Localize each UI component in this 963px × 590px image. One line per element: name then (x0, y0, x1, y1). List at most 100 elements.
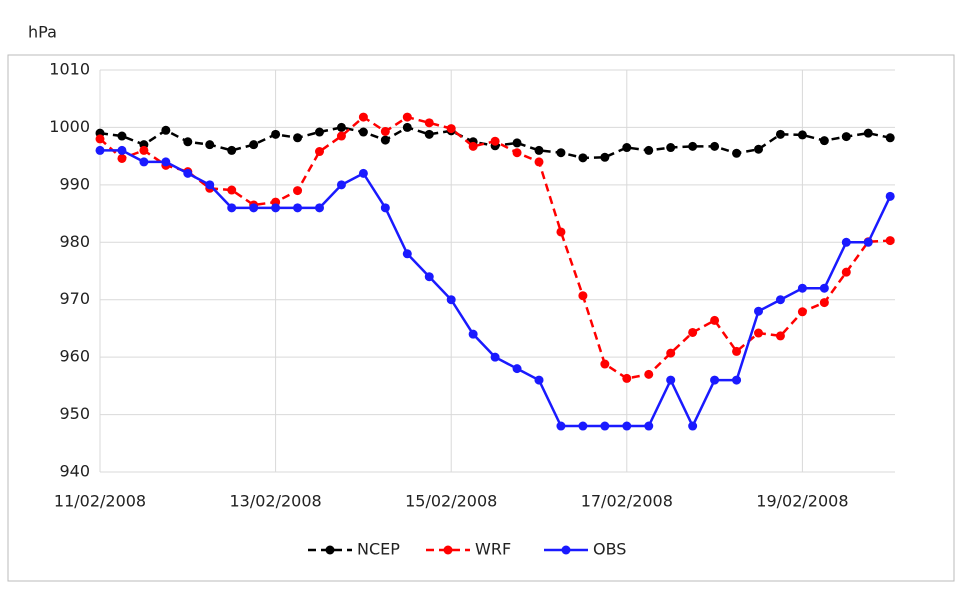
data-point (556, 227, 566, 237)
y-tick-label: 1000 (49, 117, 90, 136)
legend-label: OBS (593, 540, 626, 559)
data-point (139, 157, 149, 167)
data-point (644, 145, 654, 155)
data-point (754, 328, 763, 338)
data-point (183, 168, 193, 178)
data-point (666, 348, 676, 358)
data-point (622, 421, 632, 431)
y-tick-label: 1010 (49, 60, 90, 79)
data-point (578, 153, 588, 163)
data-point (775, 129, 785, 139)
data-point (490, 352, 500, 362)
data-point (688, 421, 698, 431)
data-point (578, 291, 588, 301)
data-point (512, 138, 522, 148)
data-point (161, 157, 171, 167)
data-point (227, 203, 237, 213)
legend-marker (561, 545, 571, 555)
legend-label: WRF (475, 540, 511, 559)
data-point (358, 168, 368, 178)
data-point (293, 133, 303, 143)
legend-marker (443, 545, 453, 555)
legend-label: NCEP (357, 540, 400, 559)
data-point (556, 148, 566, 158)
data-point (205, 140, 215, 150)
data-point (468, 141, 478, 151)
data-point (754, 144, 763, 154)
data-point (293, 186, 303, 196)
data-point (95, 134, 105, 144)
data-point (336, 122, 346, 132)
data-point (775, 331, 785, 341)
data-point (885, 133, 895, 143)
data-point (644, 421, 654, 431)
data-point (710, 375, 720, 385)
data-point (512, 364, 522, 374)
data-point (380, 126, 390, 136)
data-point (315, 203, 324, 213)
data-point (315, 147, 324, 157)
y-tick-label: 960 (59, 347, 90, 366)
data-point (249, 203, 259, 213)
data-point (819, 136, 829, 146)
series-line (100, 149, 892, 429)
data-point (424, 118, 434, 128)
data-point (644, 369, 654, 379)
data-point (556, 421, 566, 431)
y-tick-label: 980 (59, 232, 90, 251)
data-point (424, 129, 434, 139)
data-point (271, 203, 281, 213)
y-tick-label: 940 (59, 462, 90, 481)
data-point (710, 315, 720, 325)
x-tick-label: 17/02/2008 (581, 492, 673, 511)
data-point (775, 295, 785, 305)
data-point (402, 249, 412, 259)
data-point (336, 180, 346, 190)
data-point (534, 157, 544, 167)
y-tick-label: 990 (59, 174, 90, 193)
data-point (666, 143, 676, 153)
chart-frame (7, 54, 955, 582)
data-point (600, 359, 610, 369)
data-point (863, 237, 873, 247)
data-point (688, 327, 698, 337)
data-point (710, 141, 720, 151)
data-point (797, 283, 807, 293)
data-point (117, 145, 127, 155)
data-point (249, 140, 259, 150)
data-point (688, 141, 698, 151)
data-point (183, 137, 193, 147)
y-tick-label: 950 (59, 404, 90, 423)
data-point (666, 375, 676, 385)
data-point (754, 306, 763, 316)
data-point (841, 267, 851, 277)
data-point (797, 307, 807, 317)
data-point (468, 329, 478, 339)
data-point (139, 145, 149, 155)
data-point (161, 125, 171, 135)
data-point (380, 203, 390, 213)
data-point (380, 135, 390, 145)
data-point (885, 236, 895, 246)
data-point (490, 136, 500, 146)
data-point (732, 148, 742, 158)
legend-marker (325, 545, 335, 555)
data-point (271, 129, 281, 139)
x-tick-label: 15/02/2008 (405, 492, 497, 511)
data-point (578, 421, 588, 431)
data-point (600, 152, 610, 162)
data-point (863, 128, 873, 138)
data-point (402, 112, 412, 122)
data-point (534, 375, 544, 385)
data-point (819, 298, 829, 308)
data-point (227, 145, 237, 155)
data-point (841, 132, 851, 142)
data-point (732, 346, 742, 356)
data-point (732, 375, 742, 385)
data-point (358, 112, 368, 122)
data-point (622, 143, 632, 153)
data-point (424, 272, 434, 282)
y-tick-label: 970 (59, 289, 90, 308)
data-point (227, 185, 237, 195)
data-point (315, 127, 324, 137)
